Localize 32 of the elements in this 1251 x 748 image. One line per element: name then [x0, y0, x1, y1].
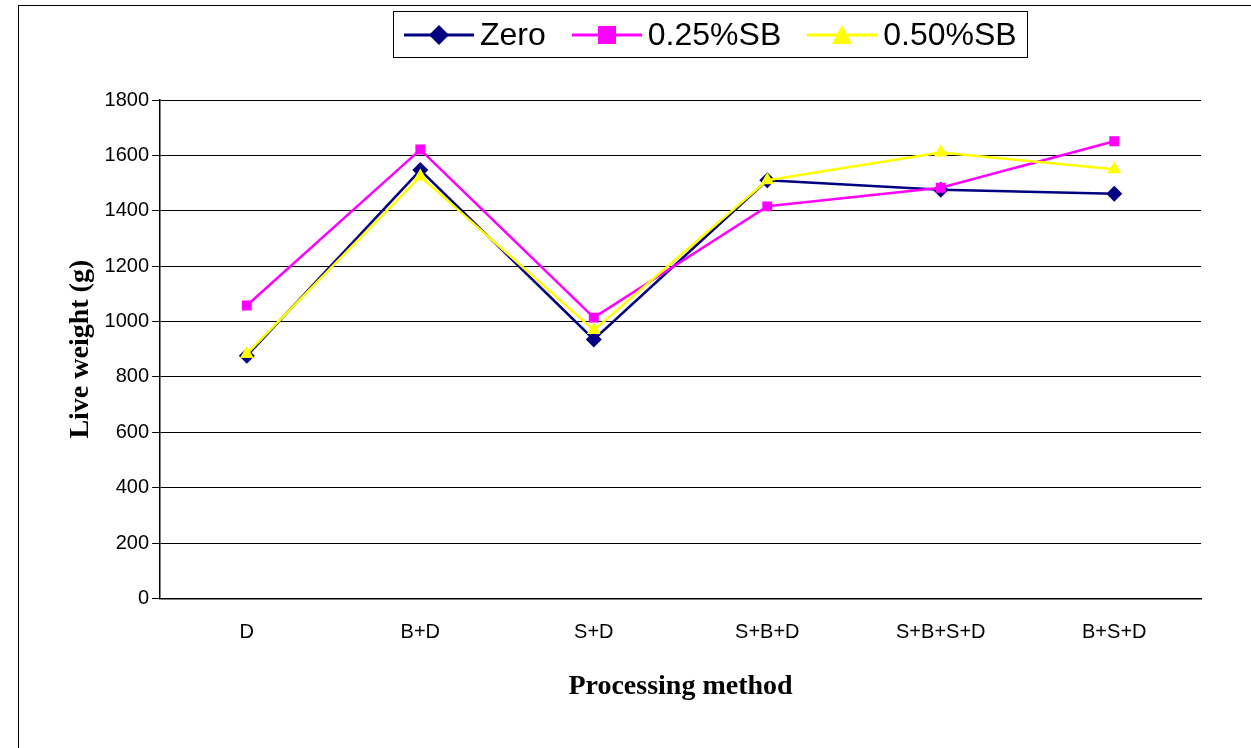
- y-tick-label: 600: [115, 419, 150, 442]
- legend-label: Zero: [480, 16, 546, 53]
- point: [1107, 161, 1122, 174]
- y-tick-label: 1000: [104, 309, 150, 332]
- y-tick-label: 1400: [104, 198, 150, 221]
- y-tick-label: 0: [137, 585, 150, 608]
- y-tick-label: 1800: [104, 87, 150, 110]
- x-axis-title: Processing method: [568, 669, 794, 701]
- point: [241, 300, 252, 311]
- point: [762, 201, 773, 212]
- x-tick-label: S+B+D: [735, 619, 800, 642]
- x-tick-label: D: [239, 619, 255, 642]
- x-tick-label: S+B+S+D: [896, 619, 986, 642]
- x-tick-label: B+D: [400, 619, 441, 642]
- point: [760, 172, 775, 185]
- point: [586, 322, 601, 335]
- x-tick-label: B+S+D: [1082, 619, 1147, 642]
- y-tick-label: 1200: [104, 253, 150, 276]
- y-tick-label: 800: [115, 364, 150, 387]
- point: [933, 144, 948, 157]
- point: [1106, 185, 1123, 202]
- point: [413, 168, 428, 181]
- point: [415, 144, 426, 155]
- point: [588, 312, 599, 323]
- y-tick-label: 1600: [104, 142, 150, 165]
- y-tick-label: 200: [115, 530, 150, 553]
- y-tick-label: 400: [115, 475, 150, 498]
- legend-label: 0.50%SB: [883, 16, 1017, 53]
- x-tick-label: S+D: [574, 619, 614, 642]
- point: [1109, 136, 1120, 147]
- y-axis-title: Live weight (g): [63, 259, 95, 439]
- legend-label: 0.25%SB: [647, 16, 782, 53]
